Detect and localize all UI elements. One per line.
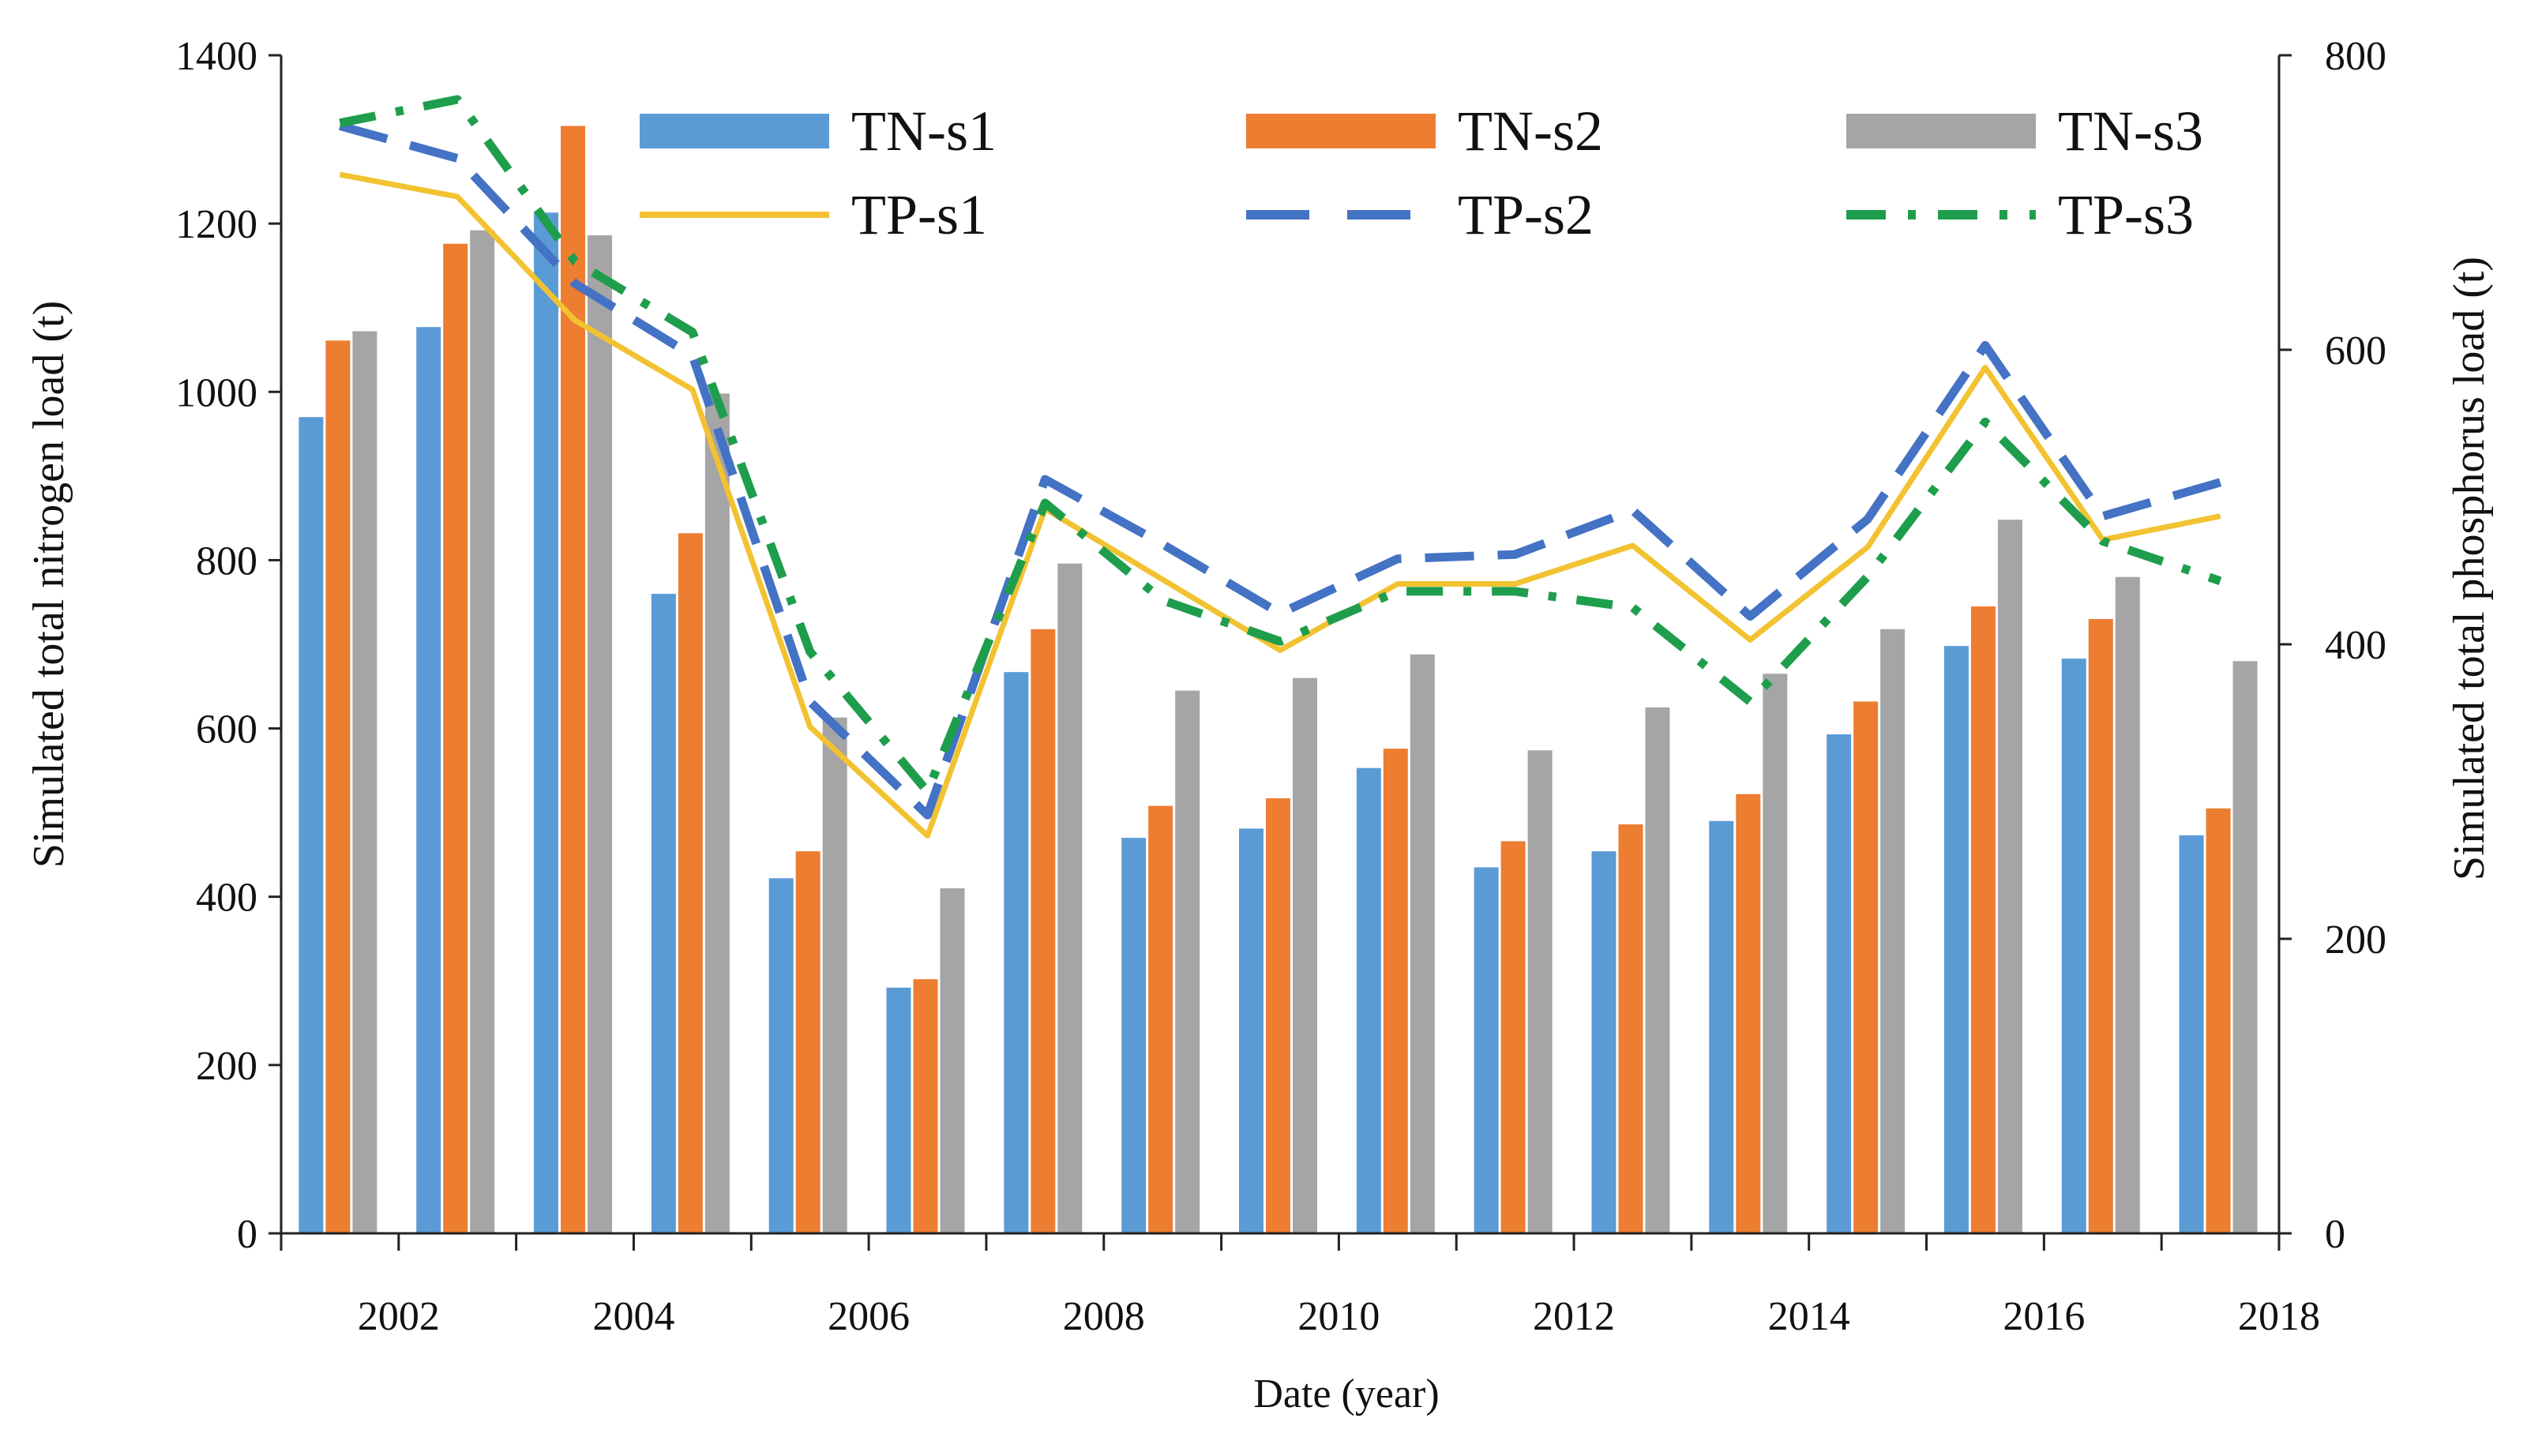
bar-tn-s3-2009 — [1293, 677, 1317, 1233]
x-tick-label-2004: 2004 — [592, 1294, 674, 1339]
y-tick-label-1200: 1200 — [175, 202, 257, 247]
x-tick-label-2016: 2016 — [2003, 1294, 2085, 1339]
bar-tn-s1-2003 — [534, 212, 559, 1233]
bar-tn-s1-2012 — [1591, 851, 1616, 1233]
bar-tn-s2-2006 — [913, 979, 938, 1233]
bar-tn-s1-2014 — [1827, 734, 1852, 1233]
x-tick-label-2008: 2008 — [1063, 1294, 1145, 1339]
bar-tn-s1-2002 — [416, 327, 441, 1233]
axes: 0 200 400 600 800 1000 1200 1400 0 200 400 600 800 20… — [175, 34, 2386, 1339]
line-tp-s1 — [339, 171, 2221, 839]
bar-tn-s2-2013 — [1736, 794, 1761, 1233]
bar-tn-s2-2001 — [325, 340, 351, 1234]
y2-tick-label-800: 800 — [2325, 34, 2386, 79]
bar-tn-s3-2015 — [1997, 520, 2022, 1233]
bar-tn-s1-2010 — [1356, 767, 1381, 1233]
bar-tn-s2-2004 — [678, 533, 703, 1233]
bar-tn-s1-2001 — [299, 417, 324, 1234]
y-tick-label-800: 800 — [196, 538, 257, 584]
legend: TN-s1 TN-s2 TN-s3 TP-s1 TP-s2 TP-s3 — [640, 99, 2203, 246]
y-tick-label-200: 200 — [196, 1044, 257, 1089]
bar-tn-s2-2008 — [1148, 805, 1173, 1233]
bar-tn-s2-2012 — [1618, 824, 1643, 1233]
bar-tn-s2-2002 — [443, 243, 468, 1234]
bar-tn-s3-2016 — [2115, 576, 2140, 1233]
x-tick-label-2018: 2018 — [2238, 1294, 2320, 1339]
bar-tn-s2-2011 — [1500, 841, 1526, 1233]
y2-tick-label-200: 200 — [2325, 918, 2386, 963]
bar-tn-s1-2013 — [1709, 820, 1734, 1233]
bar-tn-s2-2014 — [1853, 701, 1879, 1233]
y2-axis-label: Simulated total phosphorus load (t) — [2445, 257, 2494, 880]
bar-tn-s3-2013 — [1763, 674, 1788, 1233]
plot-area — [299, 95, 2258, 1234]
bar-tn-s3-2007 — [1057, 563, 1083, 1233]
bar-tn-s2-2015 — [1970, 606, 1996, 1233]
bar-tn-s1-2015 — [1943, 646, 1969, 1233]
legend-label-tn-s3: TN-s3 — [2058, 99, 2203, 163]
y2-tick-label-600: 600 — [2325, 328, 2386, 373]
bar-tn-s1-2016 — [2061, 659, 2086, 1233]
y-tick-label-600: 600 — [196, 707, 257, 752]
x-tick-label-2002: 2002 — [358, 1294, 440, 1339]
bar-tn-s1-2017 — [2179, 835, 2204, 1233]
legend-swatch-tn-s3 — [1846, 114, 2036, 148]
bar-tn-s1-2007 — [1004, 672, 1029, 1233]
y2-tick-label-400: 400 — [2325, 623, 2386, 668]
bar-tn-s1-2011 — [1474, 867, 1499, 1233]
legend-label-tp-s1: TP-s1 — [851, 183, 987, 246]
bar-tn-s2-2010 — [1383, 749, 1408, 1233]
legend-swatch-tn-s1 — [640, 114, 829, 148]
bar-tn-s3-2006 — [940, 888, 965, 1233]
legend-label-tp-s3: TP-s3 — [2058, 183, 2194, 246]
bar-tn-s1-2009 — [1239, 828, 1263, 1233]
bar-tn-s3-2017 — [2232, 661, 2258, 1233]
y-tick-label-1400: 1400 — [175, 34, 257, 79]
y2-tick-label-0: 0 — [2325, 1212, 2345, 1257]
x-axis-label: Date (year) — [1253, 1372, 1439, 1417]
bar-tn-s3-2004 — [704, 393, 730, 1234]
bar-tn-s3-2005 — [822, 717, 847, 1233]
bar-tn-s2-2016 — [2088, 619, 2113, 1233]
legend-swatch-tn-s2 — [1246, 114, 1436, 148]
y-tick-label-1000: 1000 — [175, 370, 257, 415]
legend-label-tn-s1: TN-s1 — [851, 99, 997, 163]
bar-tn-s3-2001 — [352, 331, 377, 1233]
line-tp-s3 — [339, 95, 2222, 796]
bar-tn-s1-2005 — [768, 878, 794, 1233]
line-tp-s2 — [338, 122, 2222, 820]
legend-label-tp-s2: TP-s2 — [1458, 183, 1594, 246]
bar-tn-s3-2003 — [588, 235, 613, 1233]
y-tick-label-0: 0 — [237, 1212, 257, 1257]
bar-tn-s3-2008 — [1175, 690, 1200, 1233]
bar-tn-s2-2005 — [795, 851, 820, 1233]
legend-label-tn-s2: TN-s2 — [1458, 99, 1603, 163]
bar-tn-s2-2007 — [1031, 629, 1056, 1233]
x-tick-label-2014: 2014 — [1768, 1294, 1850, 1339]
x-tick-label-2006: 2006 — [828, 1294, 910, 1339]
x-tick-label-2010: 2010 — [1297, 1294, 1380, 1339]
bar-tn-s3-2014 — [1880, 629, 1906, 1233]
bar-tn-s3-2002 — [470, 230, 495, 1233]
bar-tn-s1-2004 — [651, 594, 676, 1233]
bar-tn-s1-2008 — [1121, 838, 1147, 1233]
bar-tn-s3-2012 — [1645, 707, 1670, 1233]
bar-tn-s3-2011 — [1527, 750, 1553, 1233]
y-tick-label-400: 400 — [196, 876, 257, 921]
x-tick-label-2012: 2012 — [1533, 1294, 1615, 1339]
bar-tn-s3-2010 — [1410, 654, 1435, 1233]
bar-tn-s2-2017 — [2206, 808, 2231, 1233]
bar-tn-s1-2006 — [886, 987, 911, 1233]
y-axis-label: Simulated total nitrogen load (t) — [24, 301, 73, 869]
bar-tn-s2-2009 — [1266, 798, 1290, 1233]
